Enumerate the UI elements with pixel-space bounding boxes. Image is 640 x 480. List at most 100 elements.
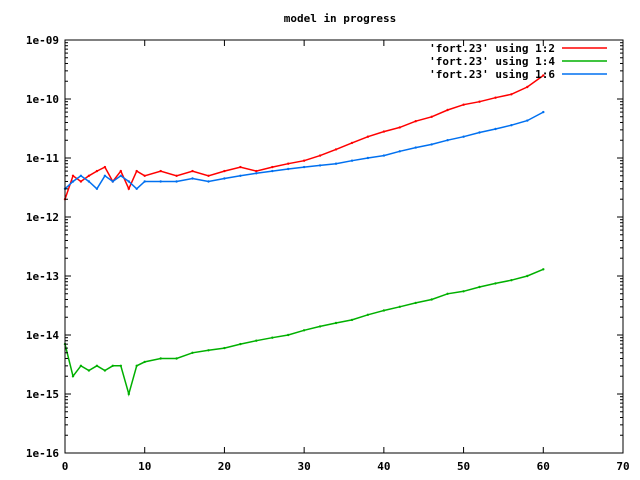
data-point [207, 174, 210, 177]
data-point [382, 154, 386, 157]
data-point [103, 174, 107, 177]
data-point [542, 110, 545, 114]
data-point [382, 309, 386, 312]
data-point [159, 169, 162, 173]
data-point [135, 169, 138, 173]
series-2 [63, 268, 545, 397]
y-tick-label: 1e-11 [26, 152, 59, 165]
data-point [95, 169, 99, 173]
data-point [119, 364, 123, 367]
data-point [191, 351, 194, 354]
data-point [446, 108, 449, 112]
y-tick-label: 1e-12 [26, 211, 59, 224]
data-point [103, 369, 107, 372]
data-point [382, 130, 386, 133]
x-tick-label: 70 [616, 460, 629, 473]
data-point [271, 169, 274, 173]
data-point [239, 174, 242, 177]
data-point [223, 169, 226, 173]
legend: 'fort.23' using 1:2'fort.23' using 1:4'f… [429, 42, 607, 81]
data-point [159, 180, 162, 183]
series-1 [63, 74, 545, 201]
data-point [414, 146, 417, 149]
data-point [366, 135, 370, 138]
y-tick-label: 1e-09 [26, 34, 59, 47]
data-point [87, 180, 91, 183]
x-tick-label: 40 [377, 460, 390, 473]
data-point [462, 103, 465, 106]
data-point [462, 290, 465, 293]
data-point [71, 375, 75, 378]
data-point [95, 187, 99, 190]
series-line [64, 74, 544, 200]
data-point [127, 392, 130, 396]
data-point [334, 148, 338, 151]
x-tick-label: 10 [138, 460, 151, 473]
x-tick-label: 20 [218, 460, 231, 473]
data-point [366, 313, 370, 316]
data-point [255, 172, 258, 175]
data-point [119, 169, 123, 173]
data-point [302, 165, 306, 169]
data-point [510, 279, 513, 282]
data-point [302, 329, 306, 332]
data-point [366, 156, 370, 160]
data-point [79, 174, 83, 177]
data-point [111, 180, 115, 183]
legend-label: 'fort.23' using 1:2 [429, 42, 555, 55]
data-point [159, 357, 162, 360]
data-point [223, 177, 226, 180]
data-point [175, 180, 178, 183]
y-tick-label: 1e-16 [26, 447, 59, 460]
data-point [239, 165, 242, 169]
series-3 [63, 110, 545, 190]
x-tick-label: 60 [537, 460, 550, 473]
data-point [350, 141, 354, 145]
data-point [318, 154, 322, 157]
legend-label: 'fort.23' using 1:6 [429, 68, 555, 81]
data-point [127, 187, 130, 190]
series-layer [63, 74, 545, 397]
data-point [334, 162, 338, 165]
data-point [462, 135, 465, 138]
data-point [478, 131, 481, 134]
data-point [334, 321, 338, 325]
data-point [271, 336, 274, 339]
data-point [103, 165, 107, 169]
data-point [207, 349, 210, 352]
data-point [510, 93, 513, 96]
data-point [350, 318, 354, 322]
data-point [350, 159, 354, 162]
data-point [287, 333, 290, 337]
data-point [175, 357, 178, 360]
data-point [207, 180, 210, 183]
data-point [143, 180, 146, 183]
y-tick-label: 1e-10 [26, 93, 59, 106]
data-point [542, 74, 545, 77]
data-point [143, 360, 146, 364]
y-tick-label: 1e-13 [26, 270, 59, 283]
data-point [478, 285, 481, 289]
data-point [95, 364, 99, 367]
data-point [414, 120, 417, 123]
data-point [239, 342, 242, 346]
data-point [271, 165, 274, 169]
data-point [398, 150, 401, 153]
y-tick-label: 1e-15 [26, 388, 59, 401]
data-point [87, 174, 91, 177]
data-point [255, 339, 258, 342]
data-point [414, 301, 417, 305]
x-tick-label: 30 [298, 460, 311, 473]
plot-frame [64, 39, 624, 454]
data-point [79, 364, 83, 367]
data-point [191, 169, 194, 173]
data-point [510, 124, 513, 127]
data-point [287, 167, 290, 171]
data-point [71, 174, 75, 177]
data-point [430, 143, 433, 146]
data-point [430, 298, 433, 301]
data-point [494, 282, 497, 285]
x-tick-label: 0 [62, 460, 69, 473]
